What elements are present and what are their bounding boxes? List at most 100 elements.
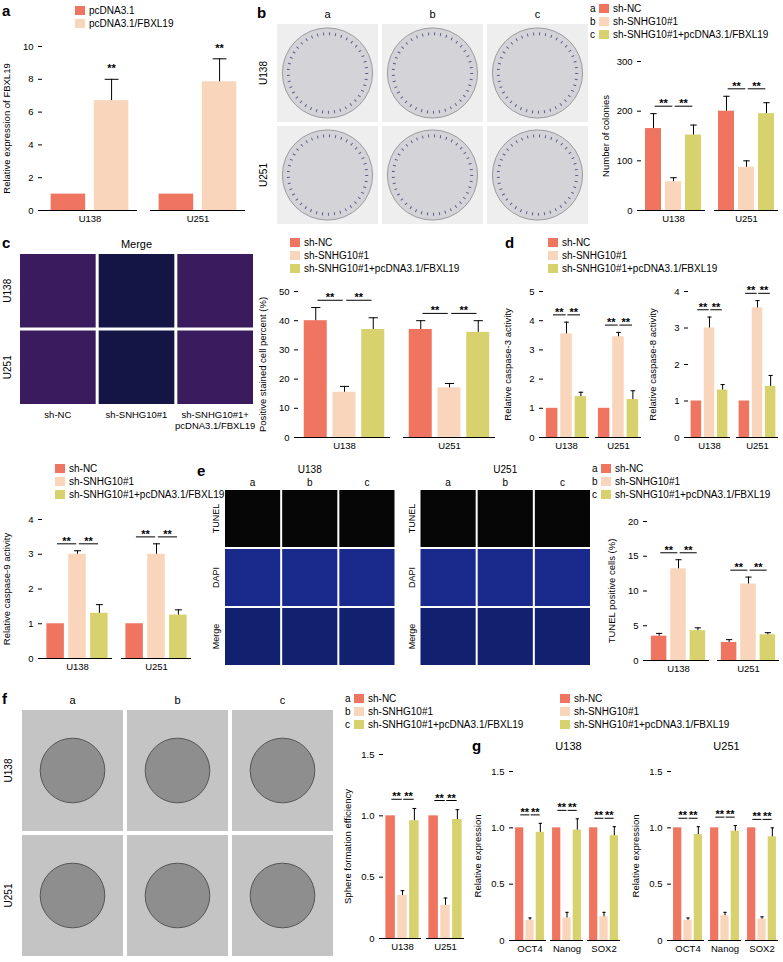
svg-text:**: ** bbox=[521, 806, 530, 818]
svg-text:5: 5 bbox=[529, 286, 534, 297]
svg-text:1.0: 1.0 bbox=[361, 810, 374, 821]
svg-text:b: b bbox=[429, 8, 435, 20]
svg-text:0: 0 bbox=[627, 205, 632, 216]
svg-text:U251: U251 bbox=[187, 213, 210, 224]
svg-text:**: ** bbox=[163, 528, 172, 540]
svg-text:SOX2: SOX2 bbox=[591, 943, 616, 954]
svg-text:8: 8 bbox=[28, 73, 33, 84]
svg-text:1: 1 bbox=[529, 402, 534, 413]
svg-text:sh-SNHG10#1+pcDNA3.1/FBXL19: sh-SNHG10#1+pcDNA3.1/FBXL19 bbox=[175, 409, 255, 431]
svg-text:3: 3 bbox=[529, 344, 534, 355]
svg-text:Positive stained cell percent: Positive stained cell percent (%) bbox=[257, 297, 268, 432]
svg-text:0.5: 0.5 bbox=[361, 871, 374, 882]
svg-text:50: 50 bbox=[279, 286, 290, 297]
svg-text:U251: U251 bbox=[735, 213, 758, 224]
svg-text:U251: U251 bbox=[434, 941, 457, 952]
svg-text:Relative expression: Relative expression bbox=[472, 815, 483, 898]
svg-text:**: ** bbox=[431, 304, 440, 316]
svg-text:U251: U251 bbox=[737, 663, 760, 674]
svg-text:c: c bbox=[280, 694, 286, 706]
svg-text:U251: U251 bbox=[145, 661, 168, 672]
svg-text:Number of colonies: Number of colonies bbox=[600, 95, 611, 177]
svg-text:b: b bbox=[307, 477, 313, 488]
svg-text:1: 1 bbox=[674, 395, 679, 406]
svg-text:U138: U138 bbox=[662, 213, 685, 224]
svg-text:5: 5 bbox=[633, 620, 638, 631]
svg-text:e: e bbox=[197, 462, 205, 479]
svg-text:1.0: 1.0 bbox=[649, 822, 662, 833]
svg-text:**: ** bbox=[735, 561, 744, 573]
svg-text:**: ** bbox=[435, 792, 444, 804]
svg-text:**: ** bbox=[392, 790, 401, 802]
svg-text:300: 300 bbox=[617, 56, 633, 67]
svg-text:**: ** bbox=[355, 291, 364, 303]
svg-text:6: 6 bbox=[28, 106, 33, 117]
svg-text:10: 10 bbox=[23, 41, 34, 52]
svg-text:**: ** bbox=[404, 790, 413, 802]
svg-text:2: 2 bbox=[28, 172, 33, 183]
svg-text:**: ** bbox=[665, 544, 674, 556]
svg-text:**: ** bbox=[107, 62, 116, 74]
svg-text:OCT4: OCT4 bbox=[675, 943, 700, 954]
svg-text:Relative expression: Relative expression bbox=[630, 815, 641, 898]
svg-text:**: ** bbox=[760, 284, 769, 296]
svg-text:**: ** bbox=[684, 544, 693, 556]
svg-text:**: ** bbox=[679, 809, 688, 821]
svg-text:1.5: 1.5 bbox=[361, 749, 374, 760]
svg-text:TUNEL: TUNEL bbox=[407, 504, 417, 534]
svg-text:1.5: 1.5 bbox=[649, 766, 662, 777]
svg-text:**: ** bbox=[726, 808, 735, 820]
svg-text:0: 0 bbox=[674, 432, 679, 443]
svg-text:0: 0 bbox=[28, 653, 33, 664]
svg-text:**: ** bbox=[712, 301, 721, 313]
svg-text:a: a bbox=[324, 8, 331, 20]
svg-text:**: ** bbox=[716, 808, 725, 820]
svg-text:30: 30 bbox=[279, 344, 290, 355]
svg-text:c: c bbox=[2, 234, 10, 251]
svg-text:**: ** bbox=[326, 291, 335, 303]
svg-text:U251: U251 bbox=[2, 355, 13, 379]
svg-text:U138: U138 bbox=[66, 661, 89, 672]
svg-text:Nanog: Nanog bbox=[711, 943, 739, 954]
svg-text:**: ** bbox=[699, 301, 708, 313]
svg-text:U251: U251 bbox=[438, 440, 461, 451]
svg-text:sh-NC: sh-NC bbox=[44, 409, 71, 420]
svg-text:**: ** bbox=[62, 535, 71, 547]
svg-text:sh-SNHG10#1: sh-SNHG10#1 bbox=[106, 409, 168, 420]
svg-text:Nanog: Nanog bbox=[553, 943, 581, 954]
svg-text:**: ** bbox=[447, 792, 456, 804]
svg-text:4: 4 bbox=[28, 139, 33, 150]
svg-text:15: 15 bbox=[628, 550, 639, 561]
svg-text:**: ** bbox=[607, 316, 616, 328]
svg-text:U138: U138 bbox=[391, 941, 414, 952]
svg-text:Sphere formation efficiency: Sphere formation efficiency bbox=[342, 789, 353, 904]
svg-text:**: ** bbox=[568, 801, 577, 813]
svg-text:Relative caspase-3 activity: Relative caspase-3 activity bbox=[502, 308, 513, 421]
svg-text:4: 4 bbox=[28, 514, 33, 525]
svg-text:U138: U138 bbox=[79, 213, 102, 224]
svg-text:**: ** bbox=[84, 535, 93, 547]
svg-text:c: c bbox=[364, 477, 369, 488]
svg-text:**: ** bbox=[747, 284, 756, 296]
svg-text:U251: U251 bbox=[258, 163, 269, 187]
svg-text:0: 0 bbox=[284, 432, 289, 443]
svg-text:40: 40 bbox=[279, 315, 290, 326]
svg-text:20: 20 bbox=[279, 373, 290, 384]
svg-text:**: ** bbox=[763, 810, 772, 822]
svg-text:0: 0 bbox=[657, 935, 662, 946]
svg-text:U138: U138 bbox=[298, 464, 322, 475]
svg-text:**: ** bbox=[679, 97, 688, 109]
svg-text:10: 10 bbox=[628, 585, 639, 596]
svg-text:U138: U138 bbox=[333, 440, 356, 451]
svg-text:U138: U138 bbox=[667, 663, 690, 674]
svg-text:**: ** bbox=[215, 42, 224, 54]
svg-text:**: ** bbox=[752, 80, 761, 92]
svg-text:2: 2 bbox=[529, 373, 534, 384]
svg-text:**: ** bbox=[141, 528, 150, 540]
svg-text:0.5: 0.5 bbox=[491, 878, 504, 889]
svg-text:DAPI: DAPI bbox=[407, 567, 417, 588]
svg-text:10: 10 bbox=[279, 402, 290, 413]
svg-text:b: b bbox=[502, 477, 508, 488]
svg-text:U138: U138 bbox=[3, 758, 14, 782]
svg-text:Merge: Merge bbox=[121, 238, 152, 250]
